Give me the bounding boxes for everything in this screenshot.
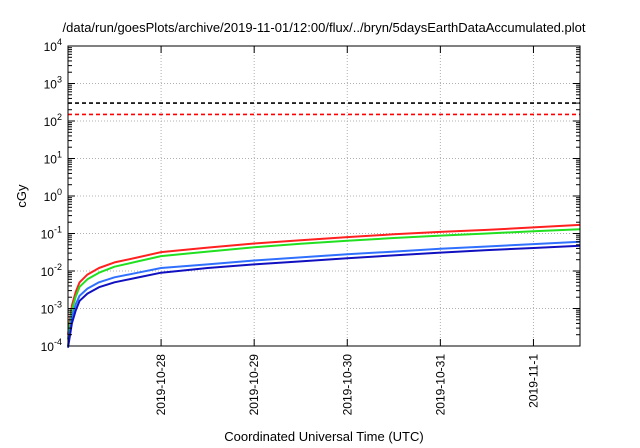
x-tick-label: 2019-10-30 xyxy=(340,354,354,416)
y-tick-label: 102 xyxy=(44,112,62,129)
y-tick-label: 104 xyxy=(44,37,62,54)
y-tick-label: 10-2 xyxy=(41,262,62,279)
series-line xyxy=(67,223,581,335)
series-line xyxy=(67,240,581,347)
y-tick-labels: 10-4 10-3 10-2 10-1 100 101 102 103 104 xyxy=(41,37,62,354)
series-group xyxy=(67,223,581,348)
y-tick-label: 10-4 xyxy=(41,337,62,354)
series-line xyxy=(67,228,581,340)
y-tick-label: 103 xyxy=(44,75,62,92)
x-tick-labels: 2019-10-28 2019-10-29 2019-10-30 2019-10-31… xyxy=(154,354,540,416)
x-tick-label: 2019-11-1 xyxy=(526,354,540,408)
series-line xyxy=(67,244,581,348)
x-tick-label: 2019-10-29 xyxy=(247,354,261,416)
chart-title: /data/run/goesPlots/archive/2019-11-01/1… xyxy=(63,20,586,35)
axis-ticks xyxy=(68,45,580,347)
y-tick-label: 100 xyxy=(44,187,62,204)
y-axis-title: cGy xyxy=(14,184,29,208)
x-tick-label: 2019-10-28 xyxy=(154,354,168,416)
y-tick-label: 10-3 xyxy=(41,300,62,317)
y-tick-label: 101 xyxy=(44,150,62,167)
x-axis-title: Coordinated Universal Time (UTC) xyxy=(224,429,423,444)
y-tick-label: 10-1 xyxy=(41,225,62,242)
reference-lines xyxy=(68,102,580,116)
grid xyxy=(68,46,580,346)
x-tick-label: 2019-10-31 xyxy=(433,354,447,416)
